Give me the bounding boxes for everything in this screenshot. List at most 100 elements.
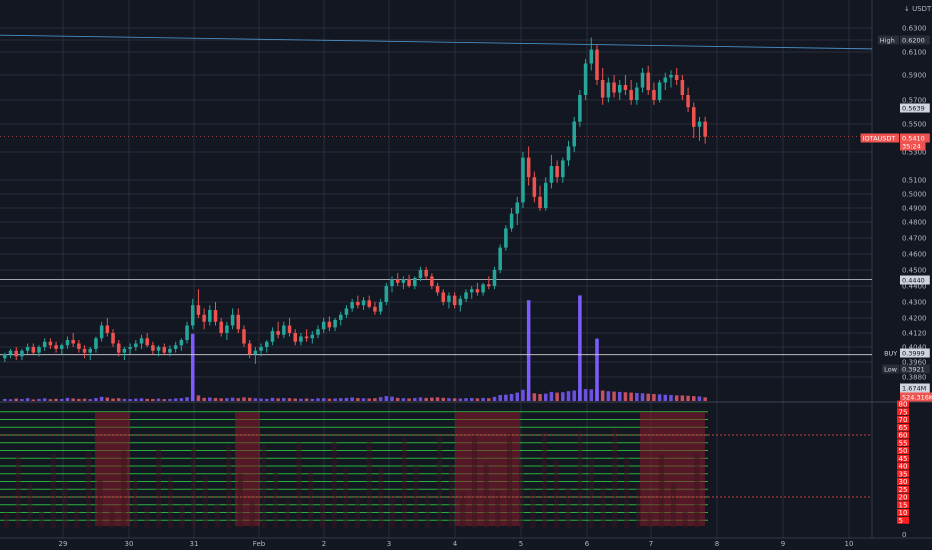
osc-shade-31	[366, 439, 372, 528]
volume-bar-103	[589, 389, 594, 401]
osc-shade-52	[612, 428, 618, 528]
volume-spike-1	[578, 295, 582, 401]
candle-body-24	[139, 338, 144, 344]
volume-bar-51	[293, 398, 297, 401]
volume-bar-95	[543, 393, 548, 401]
volume-spike-2	[190, 333, 195, 401]
volume-bar-19	[111, 398, 115, 401]
candle-body-68	[390, 279, 394, 286]
price-tick-3: 0.5900	[902, 72, 927, 80]
volume-bar-0	[3, 398, 7, 401]
osc-shade-17	[202, 475, 208, 528]
candle-body-86	[492, 270, 497, 286]
volume-bar-112	[640, 393, 645, 401]
osc-shade-2	[27, 483, 33, 528]
osc-tick-9: 35	[899, 470, 908, 478]
candle-body-81	[464, 292, 468, 299]
osc-shade-1	[15, 455, 21, 528]
candle-body-19	[111, 333, 115, 344]
volume-bar-5	[31, 399, 36, 401]
time-tick-0: 29	[59, 540, 68, 548]
volume-bar-40	[230, 397, 235, 401]
volume-bar-67	[384, 396, 389, 401]
volume-bar-38	[219, 398, 223, 401]
osc-shade-22	[261, 444, 267, 528]
tag-value-bg-5	[900, 348, 930, 358]
candle-body-35	[202, 314, 206, 322]
volume-bar-65	[373, 398, 377, 401]
price-tick-18: 0.4040	[902, 344, 927, 352]
volume-bar-57	[327, 398, 332, 401]
candle-body-23	[134, 343, 138, 347]
volume-bar-45	[259, 398, 263, 401]
osc-shade-55	[647, 512, 653, 528]
candle-body-33	[190, 305, 195, 326]
volume-bar-36	[208, 397, 212, 401]
volume-bars	[3, 295, 707, 401]
candle-body-71	[407, 279, 411, 286]
osc-tick-bg-10	[897, 478, 909, 485]
candle-body-62	[356, 302, 360, 306]
candle-body-67	[384, 286, 389, 302]
volume-bar-83	[475, 398, 480, 401]
volume-bar-102	[583, 389, 588, 401]
osc-shade-7	[85, 452, 91, 528]
volume-bar-3	[20, 399, 24, 401]
volume-bar-73	[418, 397, 423, 401]
tag-value-4: 0.4440	[902, 277, 925, 285]
volume-bar-100	[572, 390, 576, 401]
price-tick-12: 0.4600	[902, 251, 927, 259]
tag-value-bg-8	[900, 392, 932, 402]
volume-bar-41	[236, 398, 241, 401]
osc-shade-30	[355, 497, 360, 528]
volume-bar-88	[504, 394, 508, 401]
tag-label-bg-6	[882, 364, 899, 374]
volume-bar-61	[350, 397, 354, 401]
volume-bar-120	[686, 395, 690, 401]
volume-bar-76	[435, 397, 440, 401]
volume-bar-2	[14, 398, 18, 401]
osc-tick-5: 55	[899, 439, 908, 447]
osc-shade-47	[553, 459, 559, 528]
candle-body-17	[99, 325, 104, 339]
volume-bar-8	[48, 399, 53, 401]
candle-body-14	[82, 348, 87, 353]
candle-body-50	[287, 325, 292, 333]
osc-tick-bg-11	[897, 485, 909, 493]
osc-shade-19	[226, 445, 232, 528]
candle-body-36	[208, 310, 212, 322]
osc-shade-53	[624, 456, 630, 528]
osc-shade-45	[530, 489, 536, 528]
volume-bar-4	[25, 398, 30, 401]
osc-shade-3	[39, 510, 45, 528]
tag-label-6: Low	[884, 366, 897, 374]
volume-bar-89	[509, 394, 514, 401]
volume-bar-54	[310, 398, 315, 401]
tag-value-0: 0.6200	[902, 37, 925, 45]
candle-body-64	[367, 300, 371, 307]
osc-shade-36	[425, 493, 431, 528]
volume-bar-99	[566, 391, 571, 401]
volume-bar-87	[498, 395, 502, 401]
candle-body-42	[242, 329, 246, 344]
time-tick-4: 2	[322, 540, 326, 548]
candle-body-88	[504, 228, 508, 248]
osc-tick-bg-1	[897, 408, 909, 416]
candle-body-31	[179, 340, 184, 346]
osc-shade-23	[273, 472, 279, 528]
candle-body-44	[253, 350, 258, 355]
candle-body-83	[475, 289, 480, 293]
osc-tick-2: 70	[899, 416, 908, 424]
volume-bar-106	[606, 391, 611, 401]
osc-tick-13: 15	[899, 501, 908, 509]
volume-bar-10	[60, 398, 64, 401]
osc-shade-48	[565, 487, 571, 528]
volume-bar-123	[703, 397, 707, 401]
volume-bar-115	[657, 394, 662, 401]
candle-body-84	[481, 284, 485, 293]
tag-value-bg-2	[900, 133, 930, 143]
tag-label-2: IOTAUSDT	[863, 135, 896, 143]
candle-body-52	[299, 336, 303, 342]
